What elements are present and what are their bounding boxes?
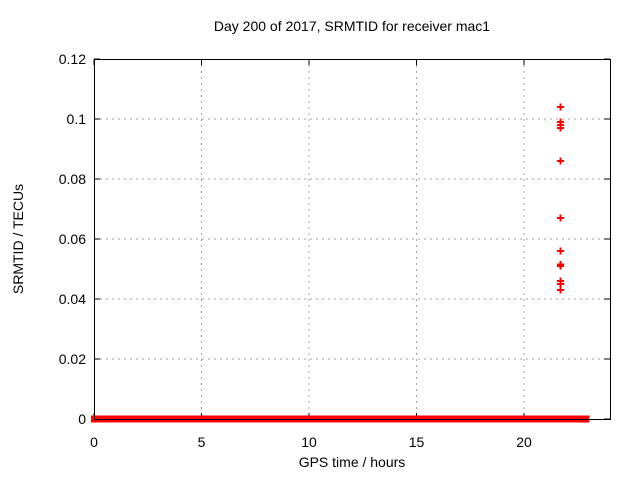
data-point-marker <box>557 157 565 165</box>
x-tick-label: 20 <box>516 434 532 450</box>
plot-frame <box>94 59 611 420</box>
data-point-marker <box>557 124 565 132</box>
x-tick-label: 5 <box>198 434 206 450</box>
chart-title: Day 200 of 2017, SRMTID for receiver mac… <box>213 18 491 34</box>
y-tick-label: 0.04 <box>59 291 86 307</box>
y-tick-label: 0.08 <box>59 171 86 187</box>
x-tick-label: 15 <box>409 434 425 450</box>
x-tick-label: 0 <box>90 434 98 450</box>
y-tick-label: 0 <box>78 411 86 427</box>
data-point-marker <box>557 103 565 111</box>
x-axis-label: GPS time / hours <box>298 454 406 470</box>
y-tick-label: 0.02 <box>59 351 86 367</box>
data-point-marker <box>557 247 565 255</box>
x-tick-label: 10 <box>301 434 317 450</box>
data-point-marker <box>557 214 565 222</box>
data-point-marker <box>557 286 565 294</box>
data-point-marker <box>557 280 565 288</box>
y-tick-label: 0.06 <box>59 231 86 247</box>
data-point-marker <box>557 262 565 270</box>
y-tick-label: 0.12 <box>59 51 86 67</box>
y-tick-label: 0.1 <box>67 111 87 127</box>
